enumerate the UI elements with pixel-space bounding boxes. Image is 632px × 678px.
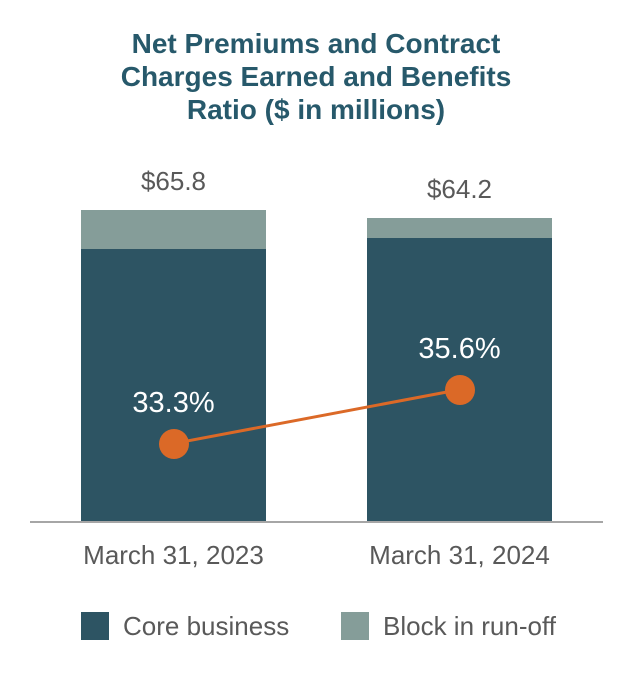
bar-march-2023: $65.8 xyxy=(81,166,266,521)
x-axis-label-2023: March 31, 2023 xyxy=(83,540,264,570)
ratio-label-2023: 33.3% xyxy=(132,386,215,419)
chart-title-line-1: Net Premiums and Contract xyxy=(131,28,501,59)
ratio-label-2024: 35.6% xyxy=(418,332,501,365)
legend-swatch-block-in-run-off xyxy=(341,612,369,640)
chart-title-line-3: Ratio ($ in millions) xyxy=(186,94,446,125)
chart-title-line-2: Charges Earned and Benefits xyxy=(120,61,512,92)
total-label-2023: $65.8 xyxy=(140,165,207,196)
x-axis-label-2024: March 31, 2024 xyxy=(369,540,550,570)
bar-segment-runoff-2023 xyxy=(81,209,266,249)
total-label-2024: $64.2 xyxy=(426,173,493,204)
legend-label-core-business: Core business xyxy=(123,611,290,641)
legend-item-block-in-run-off: Block in run-off xyxy=(341,612,556,640)
bar-segment-runoff-2024 xyxy=(367,217,552,239)
chart-title: Net Premiums and Contract Charges Earned… xyxy=(0,27,632,126)
ratio-point-2023 xyxy=(158,428,189,459)
legend-item-core-business: Core business xyxy=(81,612,289,640)
legend-label-block-in-run-off: Block in run-off xyxy=(383,611,556,641)
ratio-point-2024 xyxy=(444,374,475,405)
bar-march-2024: $64.2 xyxy=(367,174,552,521)
bar-segment-core-2023 xyxy=(81,248,266,521)
legend-swatch-core-business xyxy=(81,612,109,640)
x-axis-line xyxy=(30,521,603,523)
